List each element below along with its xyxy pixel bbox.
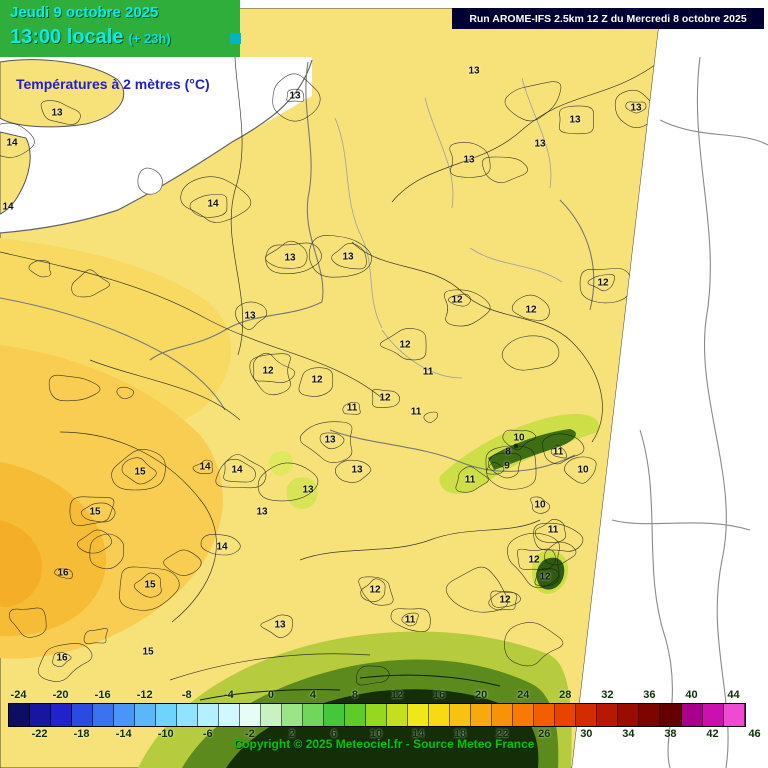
- scale-cell: [345, 704, 367, 726]
- scale-cell: [219, 704, 241, 726]
- scale-cell: [471, 704, 493, 726]
- scale-cell: [9, 704, 31, 726]
- scale-cell: [450, 704, 472, 726]
- scale-cell: [135, 704, 157, 726]
- run-info-bar: Run AROME-IFS 2.5km 12 Z du Mercredi 8 o…: [452, 8, 764, 29]
- scale-cell: [156, 704, 178, 726]
- parameter-label: Températures à 2 mètres (°C): [16, 76, 210, 92]
- scale-cell: [366, 704, 388, 726]
- time-offset-label: (+ 23h): [128, 31, 171, 46]
- scale-cell: [618, 704, 640, 726]
- borders-outside-domain: [611, 56, 768, 768]
- scale-cell: [492, 704, 514, 726]
- time-row: 13:00 locale (+ 23h): [10, 26, 171, 49]
- scale-cell: [660, 704, 682, 726]
- rivers: [334, 77, 563, 379]
- scale-cell: [681, 704, 703, 726]
- scale-cell: [555, 704, 577, 726]
- model-domain: [0, 8, 661, 768]
- date-label: Jeudi 9 octobre 2025: [10, 4, 159, 21]
- scale-cell: [72, 704, 94, 726]
- coastline: [0, 59, 313, 234]
- scale-cell: [303, 704, 325, 726]
- scale-cell: [93, 704, 115, 726]
- scale-cell: [534, 704, 556, 726]
- scale-cell: [198, 704, 220, 726]
- scale-cell: [387, 704, 409, 726]
- uk-land: [0, 59, 125, 128]
- scale-cell: [240, 704, 262, 726]
- scale-cell: [576, 704, 598, 726]
- scale-cell: [639, 704, 661, 726]
- scale-cell: [408, 704, 430, 726]
- scale-cell: [324, 704, 346, 726]
- scale-cell: [702, 704, 724, 726]
- warm-zones: [0, 238, 232, 659]
- teal-marker: [230, 33, 241, 44]
- header-box: Jeudi 9 octobre 2025 13:00 locale (+ 23h): [0, 0, 240, 57]
- time-label: 13:00 locale: [10, 26, 124, 48]
- scale-cell: [597, 704, 619, 726]
- ijsselmeer-lake: [137, 167, 163, 195]
- scale-cell: [51, 704, 73, 726]
- scale-cell: [282, 704, 304, 726]
- scale-cell: [513, 704, 535, 726]
- uk-land-sliver: [0, 131, 31, 215]
- scale-cell: [177, 704, 199, 726]
- temperature-contours: [0, 73, 655, 686]
- scale-cell: [30, 704, 52, 726]
- copyright-label: Copyright © 2025 Meteociel.fr - Source M…: [233, 737, 535, 751]
- scale-cell: [114, 704, 136, 726]
- scale-cell: [261, 704, 283, 726]
- country-borders: [0, 61, 595, 472]
- temperature-scale: [8, 703, 746, 727]
- scale-cell: [723, 704, 745, 726]
- scale-cell: [429, 704, 451, 726]
